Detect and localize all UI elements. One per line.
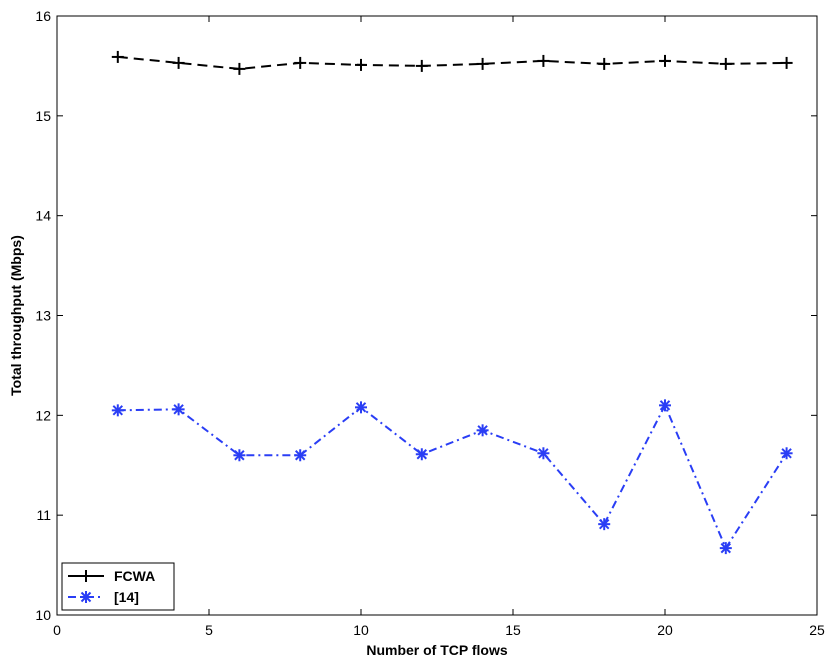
- data-point: [780, 447, 793, 460]
- y-tick-label: 14: [35, 208, 51, 224]
- data-point: [537, 54, 550, 67]
- y-tick-label: 13: [35, 308, 51, 324]
- data-point: [598, 57, 611, 70]
- series-layer: [111, 50, 793, 555]
- y-tick-label: 12: [35, 407, 51, 423]
- y-tick-label: 11: [36, 507, 51, 523]
- data-point: [294, 56, 307, 69]
- data-point: [476, 424, 489, 437]
- x-tick-label: 25: [809, 622, 825, 638]
- data-point: [415, 59, 428, 72]
- data-point: [659, 399, 671, 412]
- data-point: [172, 403, 185, 416]
- series-line: [117, 55, 787, 70]
- series-2: [111, 399, 793, 555]
- data-point: [294, 449, 307, 462]
- data-point: [233, 449, 246, 462]
- legend-item: FCWA: [68, 568, 155, 584]
- data-point: [111, 50, 124, 63]
- legend-marker: [80, 591, 92, 603]
- data-point: [415, 448, 428, 461]
- plot-area: 10 11 12 13 14 15 16 0 5 10 15 20 25: [35, 8, 825, 638]
- y-axis-label: Total throughput (Mbps): [8, 235, 24, 396]
- legend-marker: [80, 570, 92, 582]
- series-line: [117, 403, 788, 551]
- data-point: [111, 404, 124, 417]
- data-point: [355, 58, 367, 71]
- data-point: [719, 57, 732, 70]
- x-tick-label: 10: [353, 622, 369, 638]
- x-axis-ticks: 0 5 10 15 20 25: [53, 16, 825, 638]
- data-point: [598, 518, 611, 531]
- legend-label: FCWA: [114, 568, 155, 584]
- series-1: [111, 50, 793, 75]
- x-tick-label: 0: [53, 622, 61, 638]
- x-axis-label: Number of TCP flows: [366, 642, 508, 658]
- legend: FCWA [14]: [61, 562, 175, 611]
- data-point: [780, 56, 793, 69]
- y-tick-label: 15: [35, 108, 51, 124]
- x-tick-label: 5: [205, 622, 213, 638]
- plot-frame: [56, 15, 818, 616]
- data-point: [659, 54, 671, 67]
- data-point: [476, 57, 489, 70]
- data-point: [719, 542, 732, 555]
- x-tick-label: 20: [657, 622, 673, 638]
- data-point: [172, 56, 185, 69]
- y-tick-label: 16: [35, 8, 51, 24]
- legend-box: [61, 562, 175, 611]
- legend-item: [14]: [68, 589, 139, 605]
- data-point: [537, 447, 550, 460]
- x-tick-label: 15: [505, 622, 521, 638]
- data-point: [233, 62, 246, 75]
- legend-label: [14]: [114, 589, 139, 605]
- y-axis-ticks: 10 11 12 13 14 15 16: [35, 8, 817, 623]
- data-point: [355, 401, 367, 414]
- y-tick-label: 10: [35, 607, 51, 623]
